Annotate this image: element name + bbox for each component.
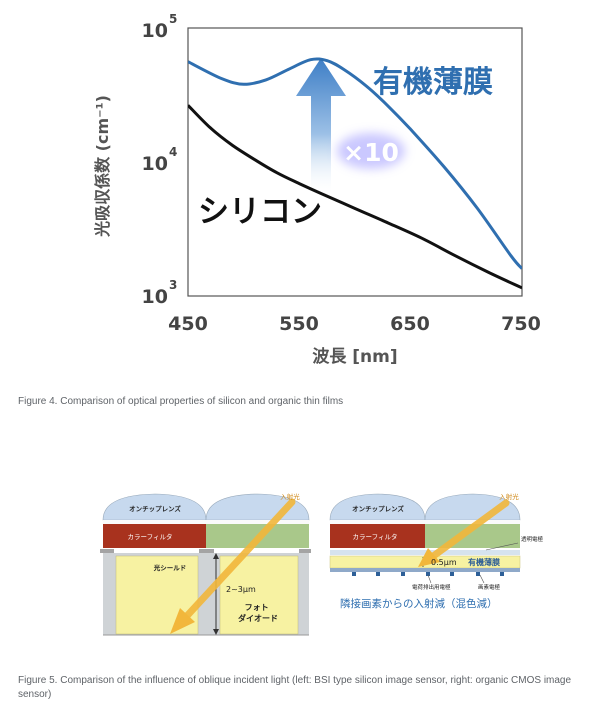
- color-filter-label: カラーフィルタ: [353, 532, 398, 541]
- color-filter-red: [330, 524, 425, 548]
- svg-text:10: 10: [142, 153, 168, 175]
- series-label-organic: 有機薄膜: [373, 65, 493, 100]
- incident-light-arrow-left: [170, 498, 296, 634]
- transparent-electrode-label: 透明電極: [521, 535, 544, 543]
- y-tick-3: 10 3: [142, 278, 178, 308]
- microlens-right-a: [329, 493, 426, 521]
- color-filter-label: カラーフィルタ: [128, 532, 173, 541]
- color-filter-red: [103, 524, 206, 548]
- incident-light-label: 入射光: [280, 492, 300, 501]
- pixel-electrode-label: 画素電極: [478, 583, 501, 591]
- on-chip-lens-label: オンチップレンズ: [352, 504, 404, 513]
- light-shield: [100, 549, 114, 553]
- on-chip-lens-label: オンチップレンズ: [129, 504, 181, 513]
- x-tick-550: 550: [279, 313, 319, 335]
- y-axis-label: 光吸収係数 (cm⁻¹): [93, 95, 112, 238]
- incident-light-diagram: オンチップレンズ カラーフィルタ 入射光 光シールド 2~3μm フォト ダイオ…: [100, 492, 544, 636]
- x-tick-450: 450: [168, 313, 208, 335]
- silicon-curve: [188, 104, 522, 290]
- charge-drain-electrode: [426, 572, 430, 576]
- svg-text:10: 10: [142, 286, 168, 308]
- increase-arrow-icon: [296, 58, 346, 196]
- incident-light-arrow-right: [418, 499, 510, 567]
- photodiode-label-line2: ダイオード: [238, 613, 278, 623]
- x-tick-750: 750: [501, 313, 541, 335]
- light-shield-label: 光シールド: [153, 563, 187, 572]
- charge-drain-electrode-label: 電荷排出用電極: [412, 583, 451, 591]
- organic-film-label: 有機薄膜: [468, 557, 500, 567]
- x-tick-650: 650: [390, 313, 430, 335]
- incident-light-label: 入射光: [499, 492, 519, 501]
- series-label-silicon: シリコン: [198, 194, 322, 230]
- svg-text:4: 4: [169, 145, 177, 159]
- film-thickness-label: 0.5μm: [431, 558, 457, 567]
- thickness-label: 2~3μm: [226, 585, 256, 594]
- absorption-chart: ×10 有機薄膜 シリコン 10 3 10 4 10 5 450 550 650…: [93, 12, 541, 367]
- figure4-caption: Figure 4. Comparison of optical properti…: [18, 396, 344, 407]
- svg-text:10: 10: [142, 20, 168, 42]
- y-tick-4: 10 4: [142, 145, 178, 175]
- svg-text:5: 5: [169, 12, 177, 26]
- annotation-glow: [337, 133, 405, 169]
- organic-film-curve: [188, 57, 522, 270]
- crosstalk-label: 隣接画素からの入射減（混色減）: [340, 597, 498, 610]
- pixel-electrode: [476, 572, 480, 576]
- photodiode-label: フォト ダイオード: [238, 603, 278, 623]
- photodiode-label-line1: フォト: [245, 603, 269, 612]
- light-shield: [299, 549, 311, 553]
- figure5-caption: Figure 5. Comparison of the influence of…: [18, 675, 572, 700]
- transparent-electrode: [330, 550, 520, 555]
- x-axis-label: 波長 [nm]: [312, 346, 397, 367]
- microlens-left-a: [102, 493, 207, 521]
- svg-text:3: 3: [169, 278, 177, 292]
- y-tick-5: 10 5: [142, 12, 178, 42]
- light-shield: [199, 549, 214, 553]
- annotation-x10: ×10: [343, 138, 399, 167]
